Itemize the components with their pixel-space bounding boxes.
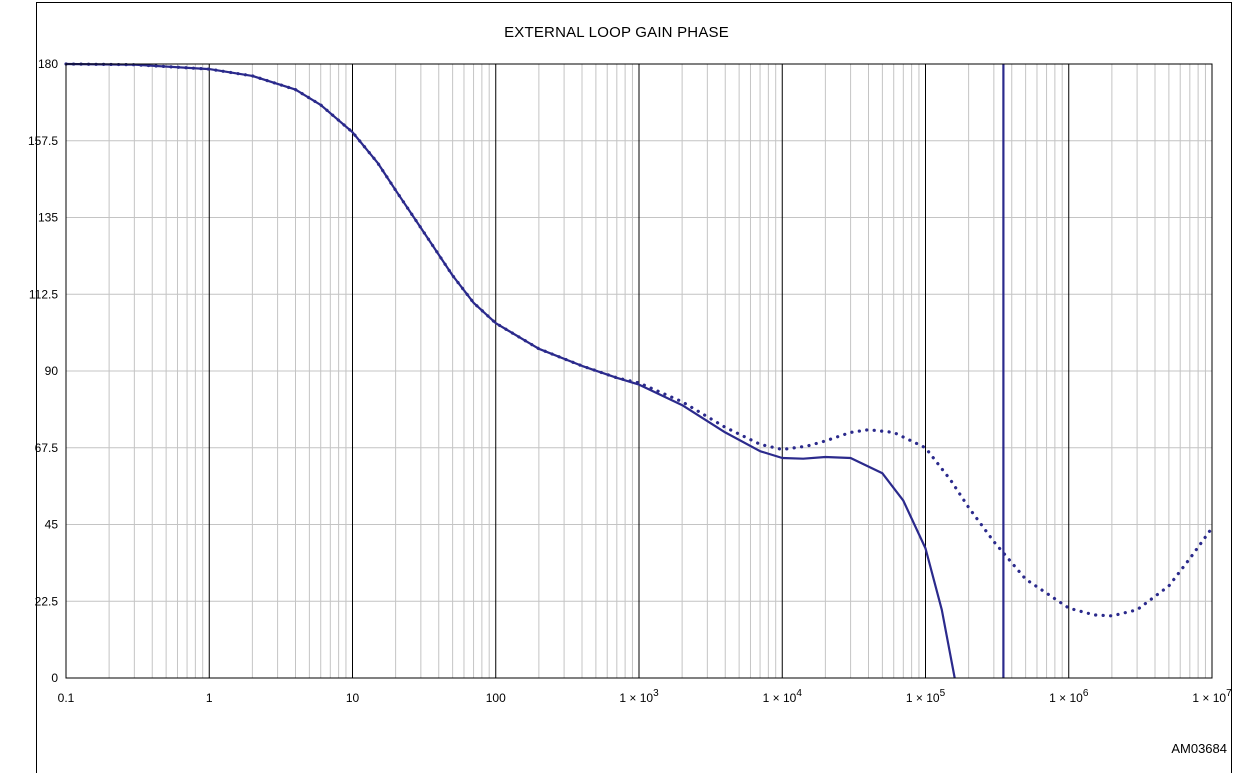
y-tick-label: 157.5 [28,134,58,148]
y-tick-label: 67.5 [35,441,59,455]
x-tick-label: 1 × 105 [906,688,946,705]
x-tick-label: 100 [486,691,506,705]
x-tick-label: 1 × 106 [1049,688,1089,705]
figure-frame [36,2,1232,773]
x-tick-label: 1 × 104 [763,688,803,705]
figure-id: AM03684 [1171,741,1227,756]
plot-area-border [65,63,1213,679]
y-tick-label: 22.5 [35,594,59,608]
y-tick-label: 90 [45,364,59,378]
x-tick-label: 10 [346,691,360,705]
chart-title: EXTERNAL LOOP GAIN PHASE [504,24,729,41]
x-tick-label: 1 [206,691,213,705]
series-line-solid [65,62,956,679]
x-tick-label: 1 × 107 [1192,688,1232,705]
y-tick-label: 180 [38,57,58,71]
x-tick-label: 0.1 [58,691,75,705]
y-tick-label: 45 [45,518,59,532]
y-tick-label: 0 [51,671,58,685]
y-tick-label: 135 [38,211,58,225]
series-line-dotted [64,62,1214,618]
x-tick-label: 1 × 103 [619,688,659,705]
y-tick-label: 112.5 [29,287,58,301]
